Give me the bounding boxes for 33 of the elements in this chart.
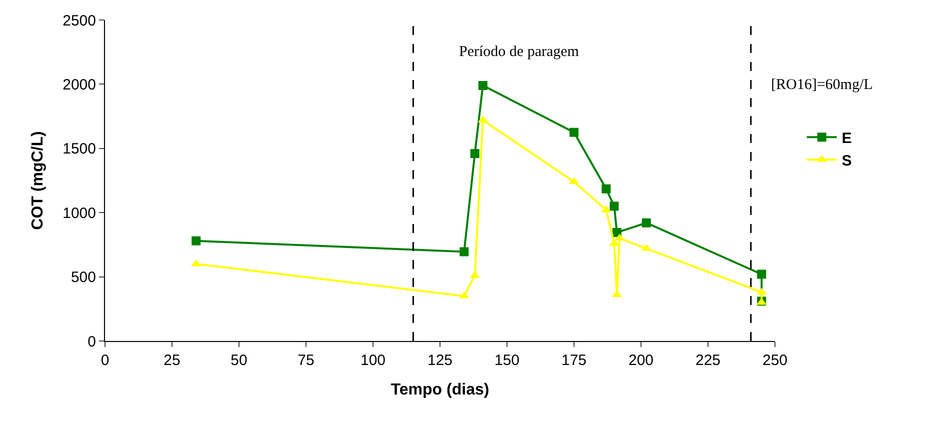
x-tick-label: 175	[561, 352, 587, 369]
point	[192, 236, 201, 246]
x-tick-label: 125	[427, 352, 453, 369]
point	[610, 202, 619, 211]
point	[570, 128, 578, 137]
point	[478, 80, 488, 90]
x-tick-label: 50	[230, 352, 248, 369]
y-tick-label: 500	[70, 269, 96, 286]
x-tick-label: 75	[298, 352, 314, 369]
y-tick-label: 2500	[62, 12, 96, 30]
legend-label: S	[842, 152, 852, 170]
y-axis-title: COT (mgC/L)	[30, 131, 47, 230]
legend-label: E	[842, 130, 852, 147]
x-tick-label: 150	[494, 352, 520, 369]
x-axis-title: Tempo (dias)	[390, 382, 490, 399]
annotation: Período de paragem	[459, 44, 580, 60]
point	[609, 238, 620, 246]
point	[460, 247, 469, 256]
point	[602, 184, 611, 194]
x-tick-label: 250	[762, 352, 788, 369]
y-tick-label: 1500	[62, 140, 96, 158]
annotation: [RO16]=60mg/L	[771, 77, 873, 93]
point	[642, 218, 651, 228]
y-tick-label: 2000	[62, 76, 96, 94]
point	[470, 149, 480, 158]
point	[757, 270, 766, 279]
x-tick-label: 200	[628, 352, 654, 369]
y-tick-label: 1000	[62, 204, 96, 222]
x-tick-label: 225	[695, 352, 721, 369]
y-tick-label: 0	[88, 333, 96, 350]
x-tick-label: 25	[164, 352, 180, 369]
x-tick-label: 0	[100, 352, 110, 369]
x-tick-label: 100	[360, 352, 386, 369]
